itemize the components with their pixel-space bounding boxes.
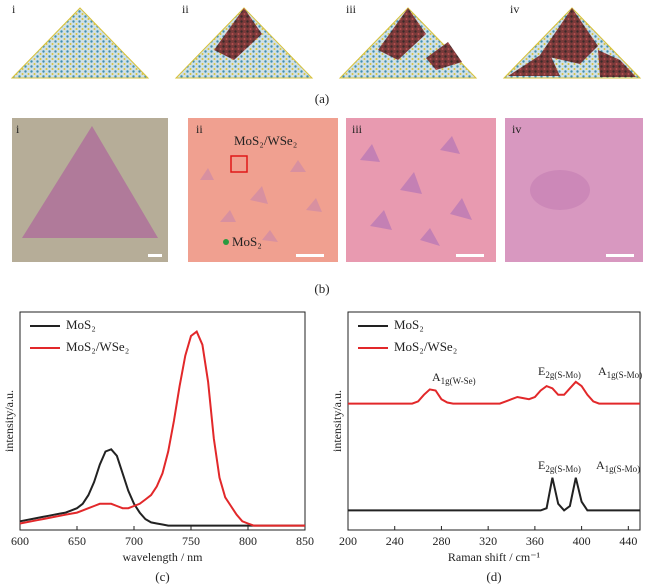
x-tick-label: 750 [182, 534, 200, 548]
annotation: A1g(W-Se) [432, 370, 476, 386]
y-axis-label: intensity/a.u. [2, 390, 16, 452]
annotation-symbol: E [538, 458, 545, 472]
x-tick-label: 400 [573, 534, 591, 548]
series-line [348, 380, 640, 405]
annotation: E2g(S-Mo) [538, 364, 581, 380]
panel-b-images [12, 118, 643, 262]
x-tick-label: 440 [619, 534, 637, 548]
annotation: E2g(S-Mo) [538, 458, 581, 474]
annotation-subscript: 2g(S-Mo) [545, 464, 581, 474]
annotation-subscript: 1g(W-Se) [441, 376, 476, 386]
subpanel-label: iii [352, 122, 363, 136]
annotation-symbol: E [538, 364, 545, 378]
subpanel-label: i [12, 2, 16, 16]
subpanel-label: iv [510, 2, 519, 16]
image-annotation: MoS₂ [232, 234, 262, 249]
annotation-symbol: A [596, 458, 605, 472]
x-axis-label: Raman shift / cm⁻¹ [448, 550, 541, 564]
panel-label: (c) [155, 569, 169, 584]
annotation-symbol: A [598, 364, 607, 378]
image-annotation: MoS₂/WSe₂ [234, 133, 297, 148]
legend-label: MoS₂/WSe₂ [394, 339, 457, 354]
x-tick-label: 360 [526, 534, 544, 548]
x-axis-label: wavelength / nm [123, 550, 204, 564]
x-tick-label: 320 [479, 534, 497, 548]
subpanel-label: iv [512, 122, 521, 136]
series-line [19, 448, 305, 527]
panel-label: (d) [486, 569, 501, 584]
subpanel-label: ii [196, 122, 203, 136]
panel-label: (b) [314, 281, 329, 296]
subpanel-label: ii [182, 2, 189, 16]
series-line [348, 477, 640, 512]
x-tick-label: 600 [11, 534, 29, 548]
x-tick-label: 200 [339, 534, 357, 548]
frame-d [347, 311, 641, 531]
x-tick-label: 280 [432, 534, 450, 548]
annotation-subscript: 2g(S-Mo) [545, 370, 581, 380]
x-tick-label: 650 [68, 534, 86, 548]
annotation: A1g(S-Mo) [598, 364, 642, 380]
x-tick-label: 700 [125, 534, 143, 548]
legend-label: MoS₂/WSe₂ [66, 339, 129, 354]
legend-label: MoS₂ [394, 317, 424, 332]
panel-label: (a) [315, 91, 329, 106]
annotation-symbol: A [432, 370, 441, 384]
x-tick-label: 850 [296, 534, 314, 548]
frame-c [19, 311, 306, 531]
series-line [19, 330, 305, 527]
annotation: A1g(S-Mo) [596, 458, 640, 474]
x-tick-label: 240 [386, 534, 404, 548]
subpanel-label: i [16, 122, 20, 136]
y-axis-label: intensity/a.u. [330, 390, 344, 452]
legend-label: MoS₂ [66, 317, 96, 332]
subpanel-label: iii [346, 2, 357, 16]
panel-a-images [10, 7, 642, 79]
x-tick-label: 800 [239, 534, 257, 548]
annotation-subscript: 1g(S-Mo) [607, 370, 643, 380]
annotation-subscript: 1g(S-Mo) [605, 464, 641, 474]
